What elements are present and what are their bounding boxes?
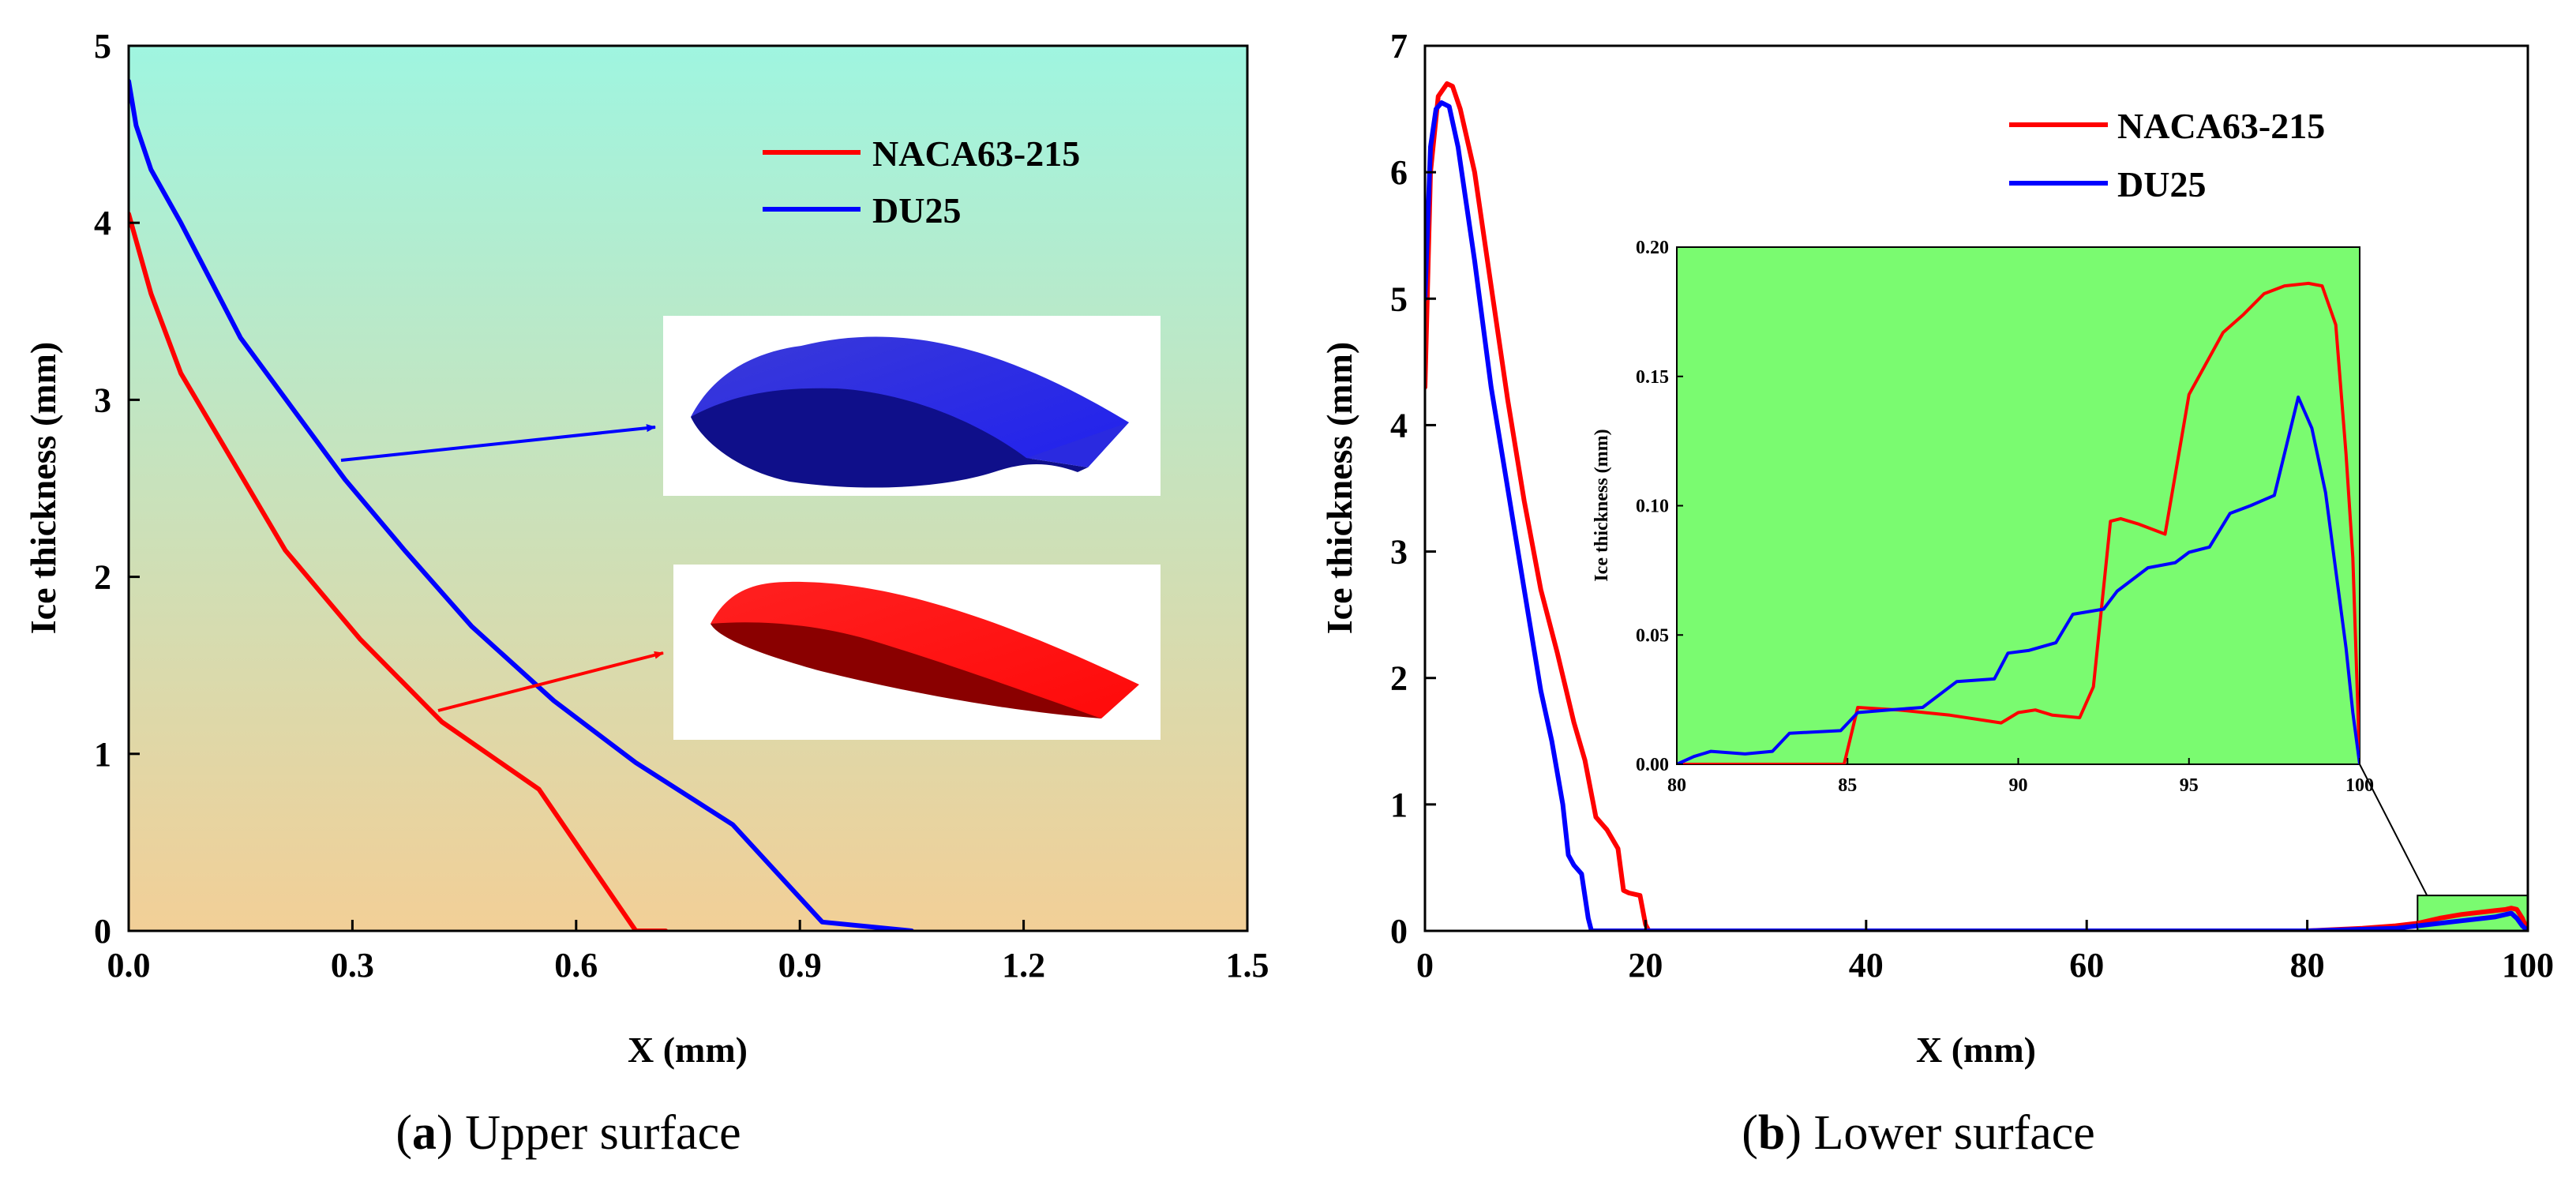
panel-b-x-tick-label: 0 [1416,946,1434,985]
y-axis-label-a: Ice thickness (mm) [23,342,63,635]
x-axis-label-b: X (mm) [1916,1030,2036,1070]
naca-pointer-arrow [437,651,664,712]
inset-x-tick-label: 80 [1667,775,1686,796]
y-axis-label-b: Ice thickness (mm) [1319,342,1359,635]
panel-b-y-tick-label: 7 [1390,27,1408,66]
legend-b: NACA63-215 DU25 [2009,106,2325,204]
legend-label-du25-b: DU25 [2117,164,2206,204]
inset-x-tick-label: 100 [2345,775,2374,796]
du25-airfoil-illustration [663,316,1161,496]
inset-background [1676,246,2360,765]
zoom-connector-line [2359,763,2428,896]
inset-series-line-0 [1677,281,2360,764]
panel-b-highlight-series-0 [2417,906,2528,931]
panel-b-x-tick-label: 80 [2290,946,2325,985]
panel-a-x-tick-label: 1.2 [1002,946,1045,985]
caption-a: (a) Upper surface [396,1106,741,1160]
panel-b-x-tick-label: 100 [2502,946,2554,985]
du25-pointer-arrow [340,424,656,462]
panel-b-highlight-series-1 [2417,910,2528,931]
panel-a-upper-surface: NACA63-215 DU25 0.0 0.3 0.6 0.9 1.2 1.5 0 1 2 3 4 5… [23,27,1269,1160]
legend-label-naca: NACA63-215 [872,133,1080,174]
legend-a: NACA63-215 DU25 [763,133,1080,231]
panel-a-x-tick-label: 0.0 [107,946,151,985]
panel-b-x-tick-label: 20 [1628,946,1663,985]
plot-frame-b [1423,44,2529,932]
panel-a-y-tick-label: 4 [94,204,111,242]
panel-a-x-tick-label: 0.9 [778,946,822,985]
panel-a-y-tick-label: 3 [94,381,111,419]
inset-y-tick-label: 0.05 [1636,625,1669,646]
panel-b-y-tick-label: 0 [1390,912,1408,951]
panel-a-series-line-0 [129,212,669,931]
panel-a-series-line-1 [129,78,914,931]
panel-a-y-tick-label: 0 [94,912,111,951]
legend-label-naca-b: NACA63-215 [2117,106,2325,146]
panel-b-x-tick-label: 60 [2069,946,2104,985]
inset-y-tick-label: 0.20 [1636,238,1669,258]
caption-b: (b) Lower surface [1742,1106,2095,1160]
panel-b-y-tick-label: 5 [1390,279,1408,318]
panel-a-x-tick-label: 0.3 [331,946,374,985]
panel-b-x-tick-label: 40 [1849,946,1884,985]
inset-y-tick-label: 0.15 [1636,367,1669,388]
inset-x-tick-label: 95 [2180,775,2199,796]
panel-b-y-tick-label: 6 [1390,153,1408,192]
naca63-215-airfoil-illustration [673,565,1161,740]
panel-a-y-tick-label: 5 [94,27,111,66]
panel-a-y-tick-label: 2 [94,558,111,597]
inset-zoom-chart: 80 85 90 95 100 0.00 0.05 0.10 0.15 0.20 Ice thic… [1592,238,2374,796]
panel-b-y-tick-label: 3 [1390,533,1408,572]
inset-y-tick-label: 0.10 [1636,497,1669,517]
plot-frame-a [127,44,1249,932]
panel-a-x-tick-label: 1.5 [1226,946,1269,985]
panel-b-y-tick-label: 2 [1390,659,1408,698]
panel-b-y-tick-label: 4 [1390,406,1408,445]
x-axis-label-a: X (mm) [628,1030,748,1070]
inset-x-tick-label: 85 [1838,775,1857,796]
inset-series-line-1 [1677,396,2360,764]
panel-a-x-tick-label: 0.6 [554,946,598,985]
inset-x-tick-label: 90 [2009,775,2028,796]
panel-a-y-tick-label: 1 [94,735,111,774]
inset-y-axis-label: Ice thickness (mm) [1592,429,1612,581]
inset-y-tick-label: 0.00 [1636,755,1669,775]
panel-b-y-tick-label: 1 [1390,786,1408,824]
legend-label-du25: DU25 [872,190,961,231]
